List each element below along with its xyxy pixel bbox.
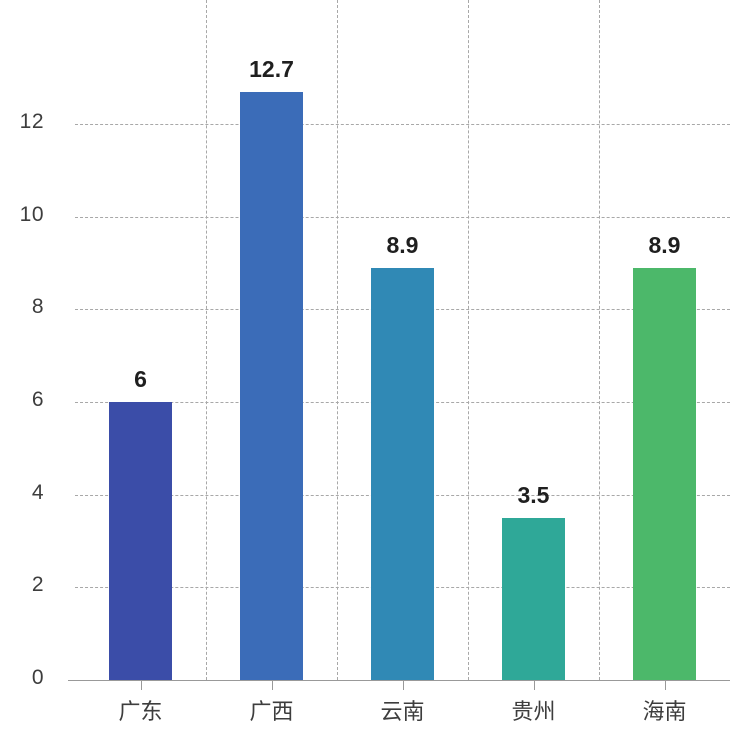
y-axis-ticks: 0 2 4 6 8 10 12: [20, 30, 730, 689]
x-axis-label-贵州: 贵州: [511, 699, 556, 724]
y-tick-label-2: 2: [31, 573, 44, 597]
gridline-x-4: [599, 0, 600, 680]
bar-广西[interactable]: [240, 91, 303, 680]
bar-value-labels: 6 12.7 8.9 3.5 8.9: [134, 55, 681, 508]
x-tick-mark-云南: [402, 681, 404, 690]
bar-value-label-海南: 8.9: [648, 231, 681, 258]
bar-value-label-广西: 12.7: [249, 55, 294, 82]
x-tick-mark-贵州: [533, 681, 535, 690]
y-tick-label-0: 0: [31, 666, 44, 689]
gridline-x-3: [468, 0, 469, 680]
bars-layer: [109, 91, 696, 680]
x-axis-label-云南: 云南: [380, 699, 425, 724]
bar-value-label-广东: 6: [134, 366, 147, 392]
x-axis-label-广西: 广西: [249, 699, 294, 724]
x-tick-mark-广东: [140, 681, 142, 690]
gridline-y-10: [75, 216, 730, 218]
bar-贵州[interactable]: [502, 517, 565, 680]
bar-value-label-云南: 8.9: [386, 231, 419, 258]
gridline-y-12: [75, 124, 730, 125]
gridlines-vertical: [75, 0, 730, 680]
x-axis-ticks: 广东 广西 云南 贵州 海南: [118, 681, 687, 724]
x-axis-label-广东: 广东: [118, 699, 163, 724]
y-tick-label-8: 8: [31, 295, 44, 319]
y-tick-label-12: 12: [19, 110, 44, 133]
y-tick-label-6: 6: [31, 388, 44, 411]
bar-云南[interactable]: [371, 267, 434, 680]
y-tick-label-4: 4: [31, 480, 44, 504]
gridline-x-2: [337, 0, 338, 680]
x-axis-line: [68, 680, 730, 681]
bar-广东[interactable]: [109, 402, 172, 680]
bar-value-label-贵州: 3.5: [517, 481, 550, 508]
x-tick-mark-广西: [271, 681, 273, 690]
x-tick-mark-海南: [664, 681, 666, 690]
x-axis-label-海南: 海南: [642, 699, 687, 724]
gridline-x-1: [206, 0, 207, 680]
y-tick-label-10: 10: [19, 202, 44, 226]
bar-海南[interactable]: [633, 267, 696, 680]
